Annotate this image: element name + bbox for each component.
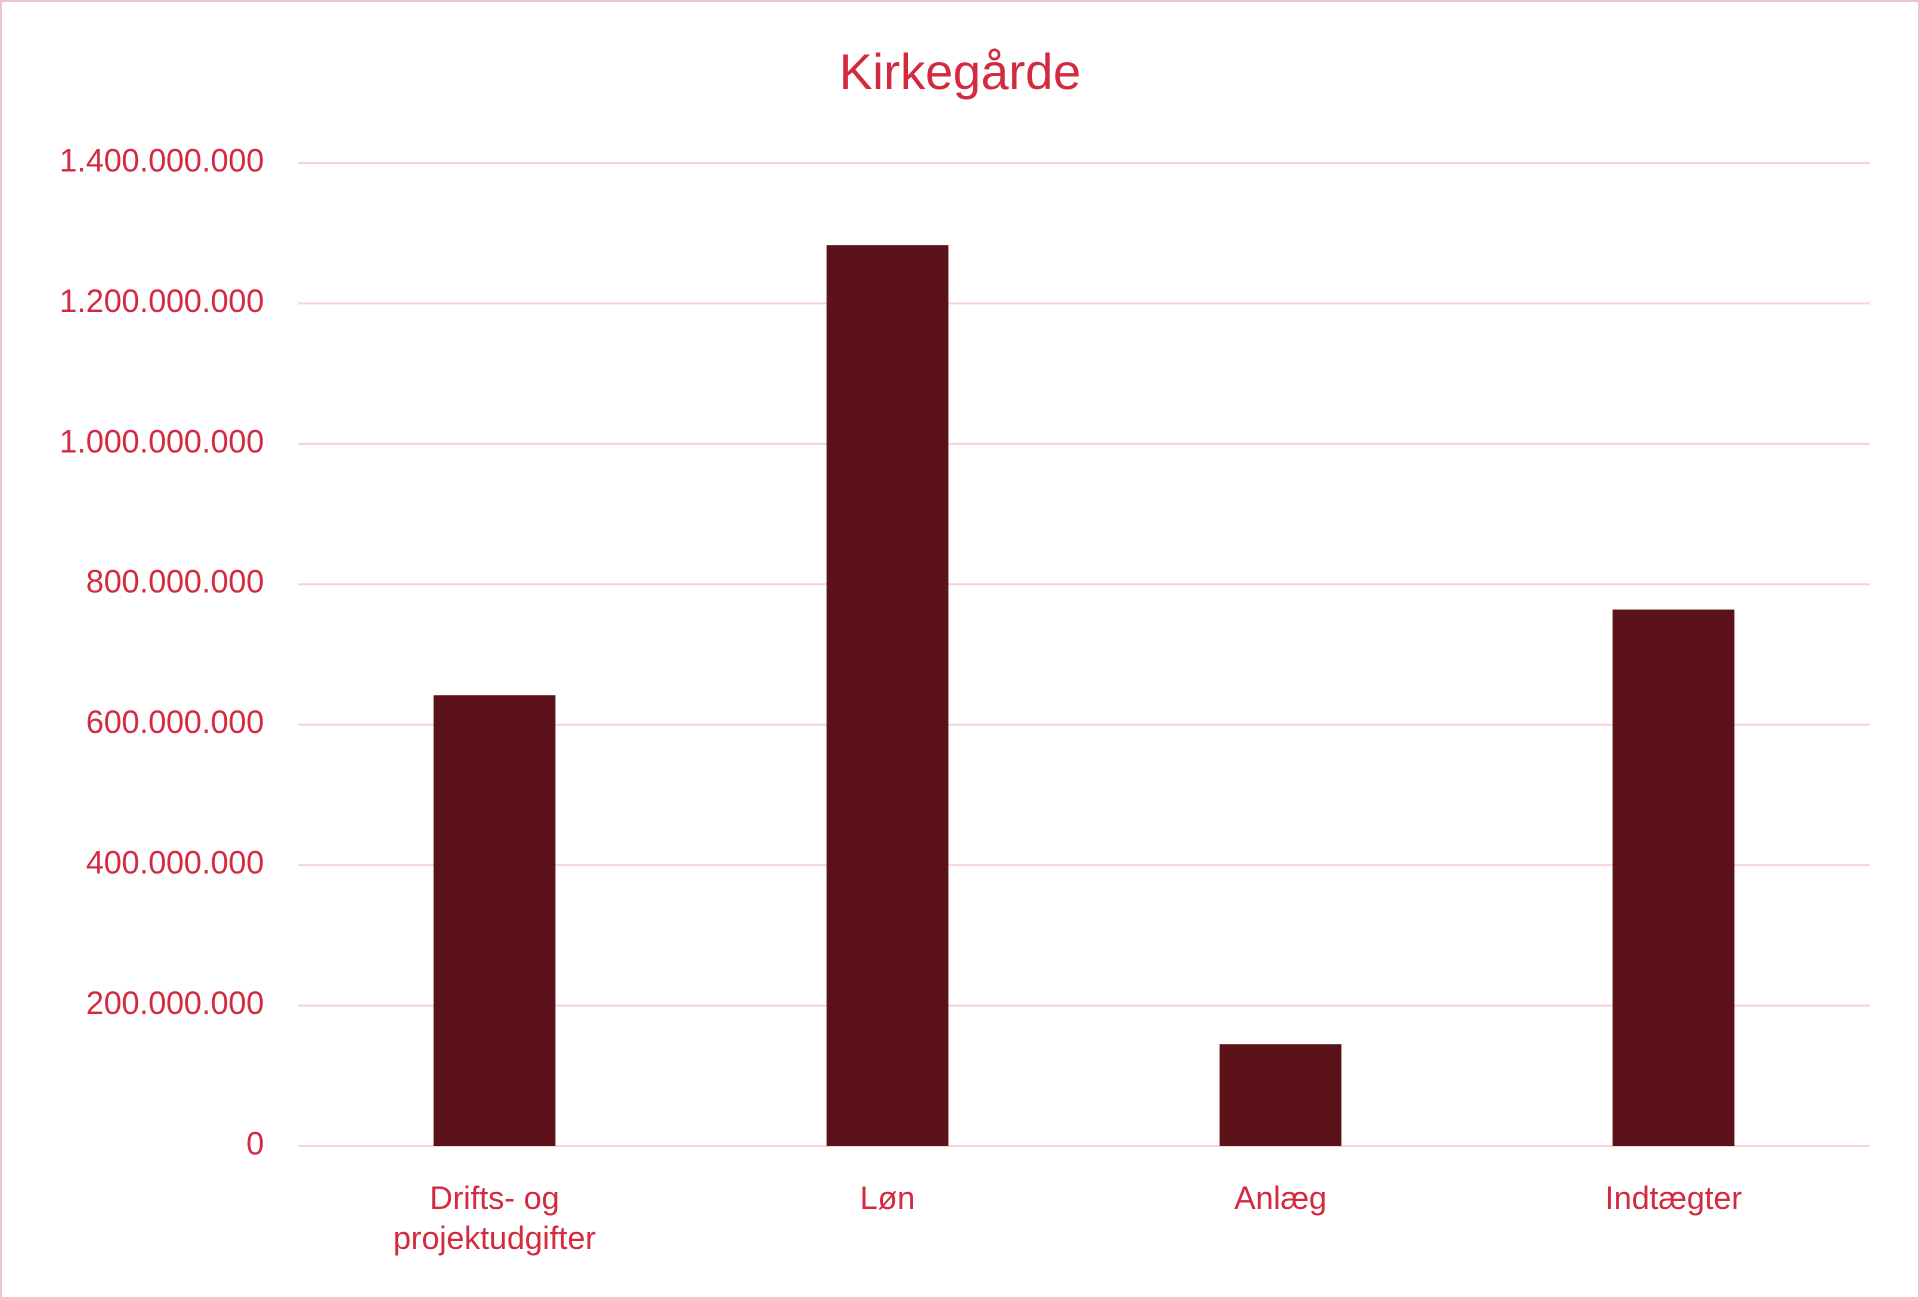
y-tick-label: 1.000.000.000 xyxy=(59,423,264,459)
y-tick-label: 800.000.000 xyxy=(86,564,264,600)
y-tick-label: 1.200.000.000 xyxy=(59,283,264,319)
x-tick-label: Løn xyxy=(859,1180,916,1216)
x-tick-label: Indtægter xyxy=(1605,1180,1742,1216)
bar xyxy=(1219,1044,1342,1146)
y-tick-label: 1.400.000.000 xyxy=(59,142,264,178)
bar xyxy=(1612,609,1735,1146)
y-tick-label: 600.000.000 xyxy=(86,704,264,740)
chart-title: Kirkegårde xyxy=(839,44,1081,100)
x-tick-label: Drifts- og projektudgifter xyxy=(393,1180,596,1256)
y-tick-label: 400.000.000 xyxy=(86,845,264,881)
y-tick-label: 0 xyxy=(246,1125,264,1161)
bar xyxy=(433,695,556,1146)
x-tick-label: Anlæg xyxy=(1234,1180,1327,1216)
y-tick-label: 200.000.000 xyxy=(86,985,264,1021)
bar xyxy=(826,245,949,1147)
